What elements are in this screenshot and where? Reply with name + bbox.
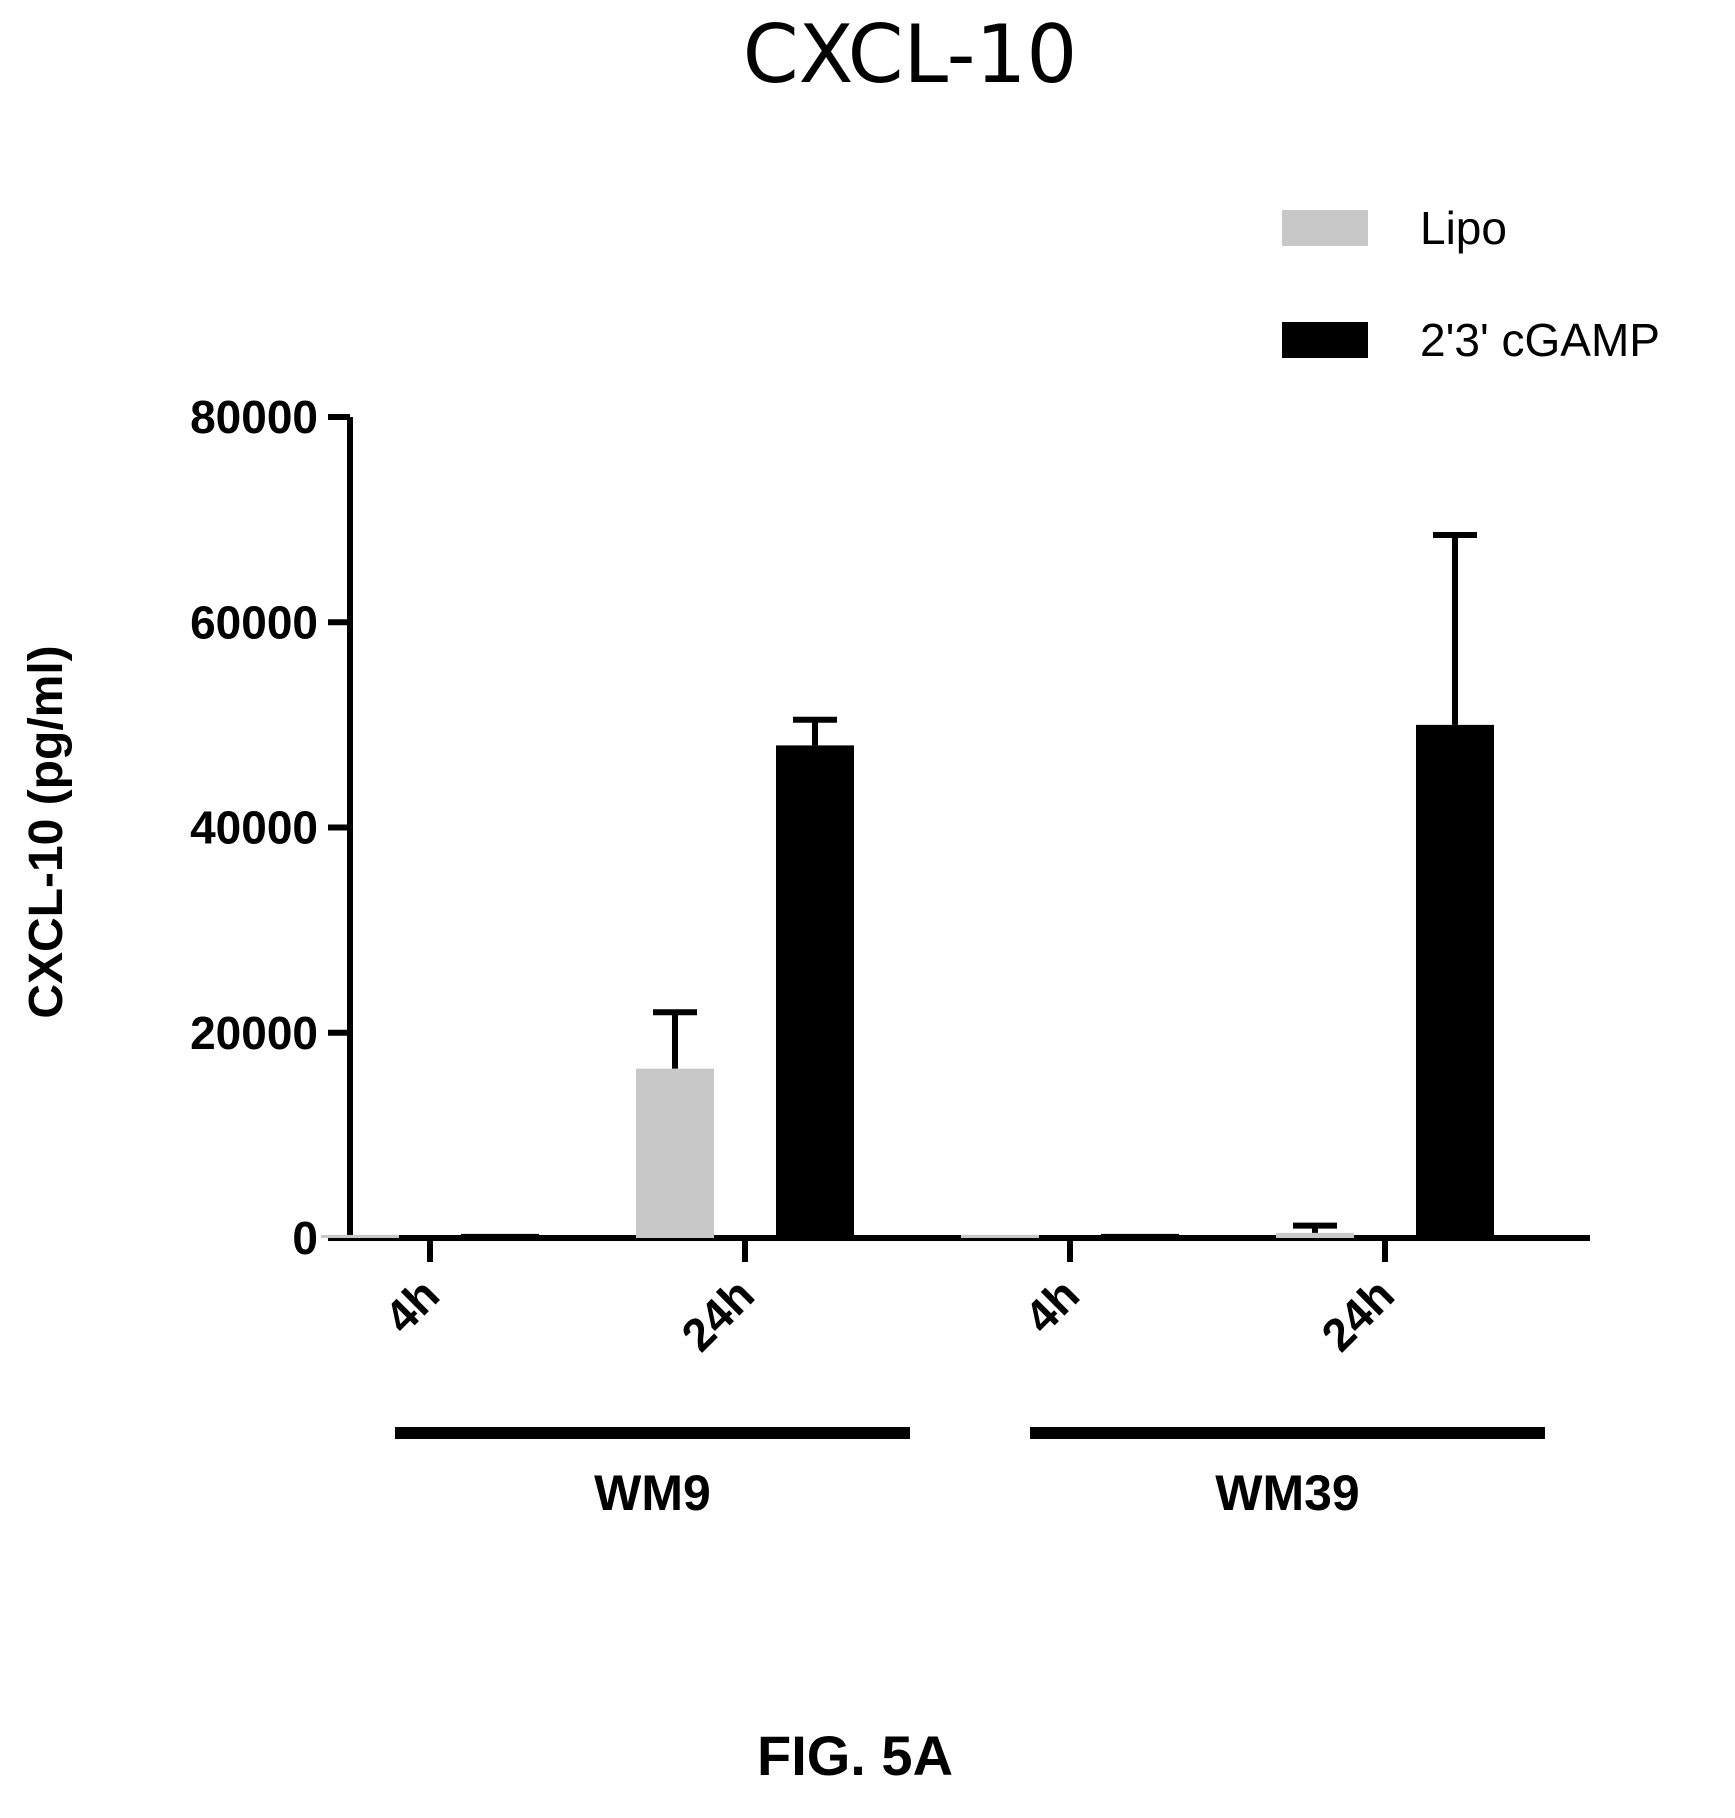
legend-swatch bbox=[1282, 210, 1368, 246]
x-tick-label: 24h bbox=[1311, 1268, 1404, 1361]
legend-swatch bbox=[1282, 322, 1368, 358]
legend: Lipo 2'3' cGAMP bbox=[1282, 202, 1660, 366]
y-tick-label: 20000 bbox=[190, 1007, 318, 1059]
bar bbox=[461, 1234, 539, 1238]
bar bbox=[961, 1235, 1039, 1238]
bar bbox=[1101, 1234, 1179, 1238]
plot-area: 0 20000 40000 60000 80000 4h 24h 4h 24h WM9 WM39 bbox=[190, 391, 1590, 1521]
y-axis-label: CXCL-10 (pg/ml) bbox=[20, 645, 73, 1018]
bar bbox=[776, 745, 854, 1238]
y-tick-label: 60000 bbox=[190, 596, 318, 648]
x-tick-label: 24h bbox=[671, 1268, 764, 1361]
bar bbox=[321, 1235, 399, 1238]
group-label: WM39 bbox=[1215, 1465, 1359, 1521]
bar bbox=[1416, 725, 1494, 1238]
y-tick-label: 40000 bbox=[190, 802, 318, 854]
group-label: WM9 bbox=[594, 1465, 711, 1521]
bar bbox=[636, 1069, 714, 1238]
bar bbox=[1276, 1233, 1354, 1238]
x-tick-label: 4h bbox=[374, 1268, 449, 1343]
y-tick-label: 0 bbox=[292, 1212, 318, 1264]
x-tick-label: 4h bbox=[1014, 1268, 1089, 1343]
legend-label: 2'3' cGAMP bbox=[1420, 314, 1660, 366]
chart-title: CXCL-10 bbox=[743, 8, 1078, 101]
figure-label: FIG. 5A bbox=[757, 1724, 953, 1787]
legend-label: Lipo bbox=[1420, 202, 1507, 254]
y-tick-label: 80000 bbox=[190, 391, 318, 443]
